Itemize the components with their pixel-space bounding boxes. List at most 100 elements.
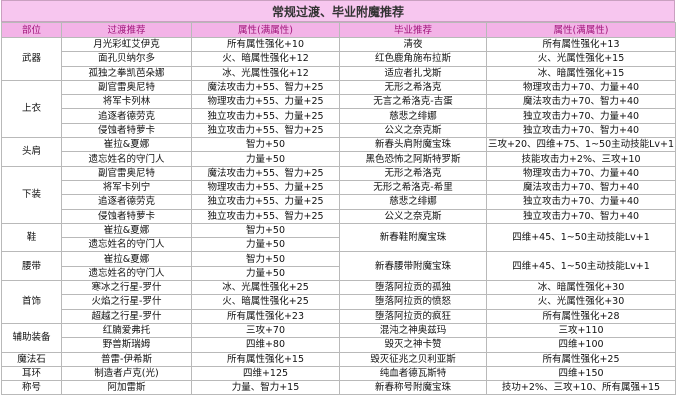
transition-name: 野兽斯瑞姆 <box>61 337 192 353</box>
graduation-attr: 四维+45、1~50主动技能Lv+1 <box>486 222 676 253</box>
table-row: 腰带 崔拉&夏娜 智力+50 新春腰带附魔宝珠 四维+45、1~50主动技能Lv+1 <box>1 251 676 282</box>
graduation-name: 新春腰带附魔宝珠 <box>339 251 487 282</box>
graduation-name: 清夜 <box>339 36 487 53</box>
table-row: 野兽斯瑞姆 四维+80 毁灭之神卡赞 四维+100 <box>2 337 676 353</box>
column-header: 毕业推荐 <box>339 22 487 38</box>
graduation-attr: 火、光属性强化+15 <box>486 51 676 67</box>
table-row: 遗忘姓名的守门人 力量+50 黑色恐怖之阿斯特罗斯 技能攻击力+2%、三攻+10 <box>2 151 676 167</box>
graduation-name: 纯血者德瓦斯特 <box>339 365 487 382</box>
transition-name: 制造者卢克(光) <box>61 365 192 382</box>
graduation-attr: 四维+150 <box>486 365 676 382</box>
graduation-attr: 独立攻击力+70、力量+40 <box>486 108 676 124</box>
part-cell: 武器 <box>1 37 62 81</box>
table-row: 首饰 寒冰之行星-罗什 冰、光属性强化+25 堕落阿拉贡的孤独 冰、暗属性强化+30 <box>1 280 676 324</box>
table-row: 遗忘姓名的守门人 力量+50 <box>2 237 676 253</box>
transition-name: 追逐者德劳克 <box>61 108 192 124</box>
graduation-attr: 所有属性强化+25 <box>486 351 676 367</box>
table-row: 将军卡列宁 物理攻击力+55、力量+25 无形之希洛克-希里 魔法攻击力+70、智力+… <box>2 179 676 196</box>
transition-name: 普雷-伊希斯 <box>61 351 192 367</box>
transition-name: 崔拉&夏娜 <box>61 137 192 153</box>
graduation-attr: 所有属性强化+28 <box>486 308 676 324</box>
table-row: 下装 副官雷奥尼特 魔法攻击力+55、智力+25 无形之希洛克 物理攻击力+70、力量+… <box>1 165 676 224</box>
table-row: 武器 月光彩虹艾伊克 所有属性强化+10 清夜 所有属性强化+13 <box>1 36 676 81</box>
transition-attr: 智力+50 <box>191 251 340 267</box>
graduation-attr: 技功+2%、三攻+10、所有属强+15 <box>486 380 676 396</box>
header-row: 部位 过渡推荐 属性(满属性) 毕业推荐 属性(满属性) <box>1 22 676 38</box>
graduation-attr: 独立攻击力+70、智力+40 <box>486 122 676 139</box>
part-cell: 下装 <box>1 165 62 224</box>
column-header: 属性(满属性) <box>486 22 676 38</box>
transition-attr: 力量、智力+15 <box>191 380 340 396</box>
transition-attr: 火、暗属性强化+12 <box>191 51 340 67</box>
transition-attr: 冰、光属性强化+25 <box>191 280 340 296</box>
column-header: 过渡推荐 <box>61 22 192 38</box>
part-cell: 辅助装备 <box>1 322 62 353</box>
transition-name: 月光彩虹艾伊克 <box>61 36 192 53</box>
table-row: 火焰之行星-罗什 火、暗属性强化+25 堕落阿拉贡的愤怒 火、光属性强化+30 <box>2 294 676 310</box>
column-header: 部位 <box>1 22 62 38</box>
graduation-attr: 技能攻击力+2%、三攻+10 <box>486 151 676 167</box>
graduation-name: 红色鹿角施布拉斯 <box>339 51 487 67</box>
table-row: 魔法石 普雷-伊希斯 所有属性强化+15 毁灭征兆之贝利亚斯 所有属性强化+25 <box>1 351 676 367</box>
graduation-attr: 物理攻击力+70、力量+40 <box>486 165 676 181</box>
transition-name: 超越之行星-罗什 <box>61 308 192 324</box>
transition-attr: 火、暗属性强化+25 <box>191 294 340 310</box>
enchant-table: 部位 过渡推荐 属性(满属性) 毕业推荐 属性(满属性) 武器 月光彩虹艾伊克 所有属性强化… <box>1 22 676 396</box>
transition-attr: 所有属性强化+15 <box>191 351 340 367</box>
table-row: 耳环 制造者卢克(光) 四维+125 纯血者德瓦斯特 四维+150 <box>1 365 676 382</box>
transition-name: 火焰之行星-罗什 <box>61 294 192 310</box>
graduation-attr: 冰、暗属性强化+30 <box>486 280 676 296</box>
graduation-attr: 四维+100 <box>486 337 676 353</box>
graduation-attr: 魔法攻击力+70、智力+40 <box>486 94 676 110</box>
graduation-attr: 火、光属性强化+30 <box>486 294 676 310</box>
table-row: 侵蚀者特萝卡 独立攻击力+55、智力+25 公义之奈克斯 独立攻击力+70、智力+40 <box>2 122 676 139</box>
transition-attr: 独立攻击力+55、智力+25 <box>191 208 340 224</box>
transition-attr: 力量+50 <box>191 237 340 253</box>
graduation-name: 混沌之神奥兹玛 <box>339 322 487 339</box>
table-row: 面孔贝纳尔多 火、暗属性强化+12 红色鹿角施布拉斯 火、光属性强化+15 <box>2 51 676 67</box>
table-row: 将军卡列林 物理攻击力+55、力量+25 无言之希洛克-吉蛋 魔法攻击力+70、智力+… <box>2 94 676 110</box>
graduation-name: 毁灭之神卡赞 <box>339 337 487 353</box>
table-row: 追逐者德劳克 独立攻击力+55、力量+25 慈悲之绯娜 独立攻击力+70、力量+40 <box>2 194 676 210</box>
part-cell: 腰带 <box>1 251 62 282</box>
graduation-attr: 独立攻击力+70、力量+40 <box>486 194 676 210</box>
graduation-name: 新春头肩附魔宝珠 <box>339 137 487 153</box>
graduation-attr: 冰、暗属性强化+15 <box>486 65 676 81</box>
graduation-name: 堕落阿拉贡的愤怒 <box>339 294 487 310</box>
graduation-name: 堕落阿拉贡的疯狂 <box>339 308 487 324</box>
graduation-name: 慈悲之绯娜 <box>339 108 487 124</box>
transition-name: 遗忘姓名的守门人 <box>61 265 192 282</box>
transition-name: 红腩爱弗托 <box>61 322 192 339</box>
graduation-name: 堕落阿拉贡的孤独 <box>339 280 487 296</box>
graduation-name: 无言之希洛克-吉蛋 <box>339 94 487 110</box>
transition-attr: 力量+50 <box>191 151 340 167</box>
graduation-attr: 四维+45、1~50主动技能Lv+1 <box>486 251 676 282</box>
transition-name: 面孔贝纳尔多 <box>61 51 192 67</box>
graduation-name: 公义之奈克斯 <box>339 122 487 139</box>
transition-name: 遗忘姓名的守门人 <box>61 151 192 167</box>
transition-name: 遗忘姓名的守门人 <box>61 237 192 253</box>
transition-name: 将军卡列林 <box>61 94 192 110</box>
transition-attr: 冰、光属性强化+12 <box>191 65 340 81</box>
transition-attr: 独立攻击力+55、力量+25 <box>191 108 340 124</box>
graduation-attr: 三攻+20、四维+75、1~50主动技能Lv+1 <box>486 137 676 153</box>
transition-name: 副官雷奥尼特 <box>61 79 192 96</box>
transition-name: 崔拉&夏娜 <box>61 222 192 239</box>
transition-name: 孤独之拳凯芭朵娜 <box>61 65 192 81</box>
graduation-name: 无形之希洛克-希里 <box>339 179 487 196</box>
table-row: 遗忘姓名的守门人 力量+50 <box>2 265 676 282</box>
graduation-name: 慈悲之绯娜 <box>339 194 487 210</box>
transition-attr: 所有属性强化+10 <box>191 36 340 53</box>
graduation-attr: 物理攻击力+70、力量+40 <box>486 79 676 96</box>
transition-attr: 四维+80 <box>191 337 340 353</box>
transition-attr: 魔法攻击力+55、智力+25 <box>191 165 340 181</box>
title: 常规过渡、毕业附魔推荐 <box>1 0 675 22</box>
table-row: 上衣 副官雷奥尼特 魔法攻击力+55、智力+25 无形之希洛克 物理攻击力+70、力量+… <box>1 79 676 139</box>
table-row: 追逐者德劳克 独立攻击力+55、力量+25 慈悲之绯娜 独立攻击力+70、力量+40 <box>2 108 676 124</box>
graduation-name: 毁灭征兆之贝利亚斯 <box>339 351 487 367</box>
transition-attr: 三攻+70 <box>191 322 340 339</box>
graduation-name: 新春称号附魔宝珠 <box>339 380 487 396</box>
transition-attr: 所有属性强化+23 <box>191 308 340 324</box>
transition-name: 侵蚀者特萝卡 <box>61 208 192 224</box>
